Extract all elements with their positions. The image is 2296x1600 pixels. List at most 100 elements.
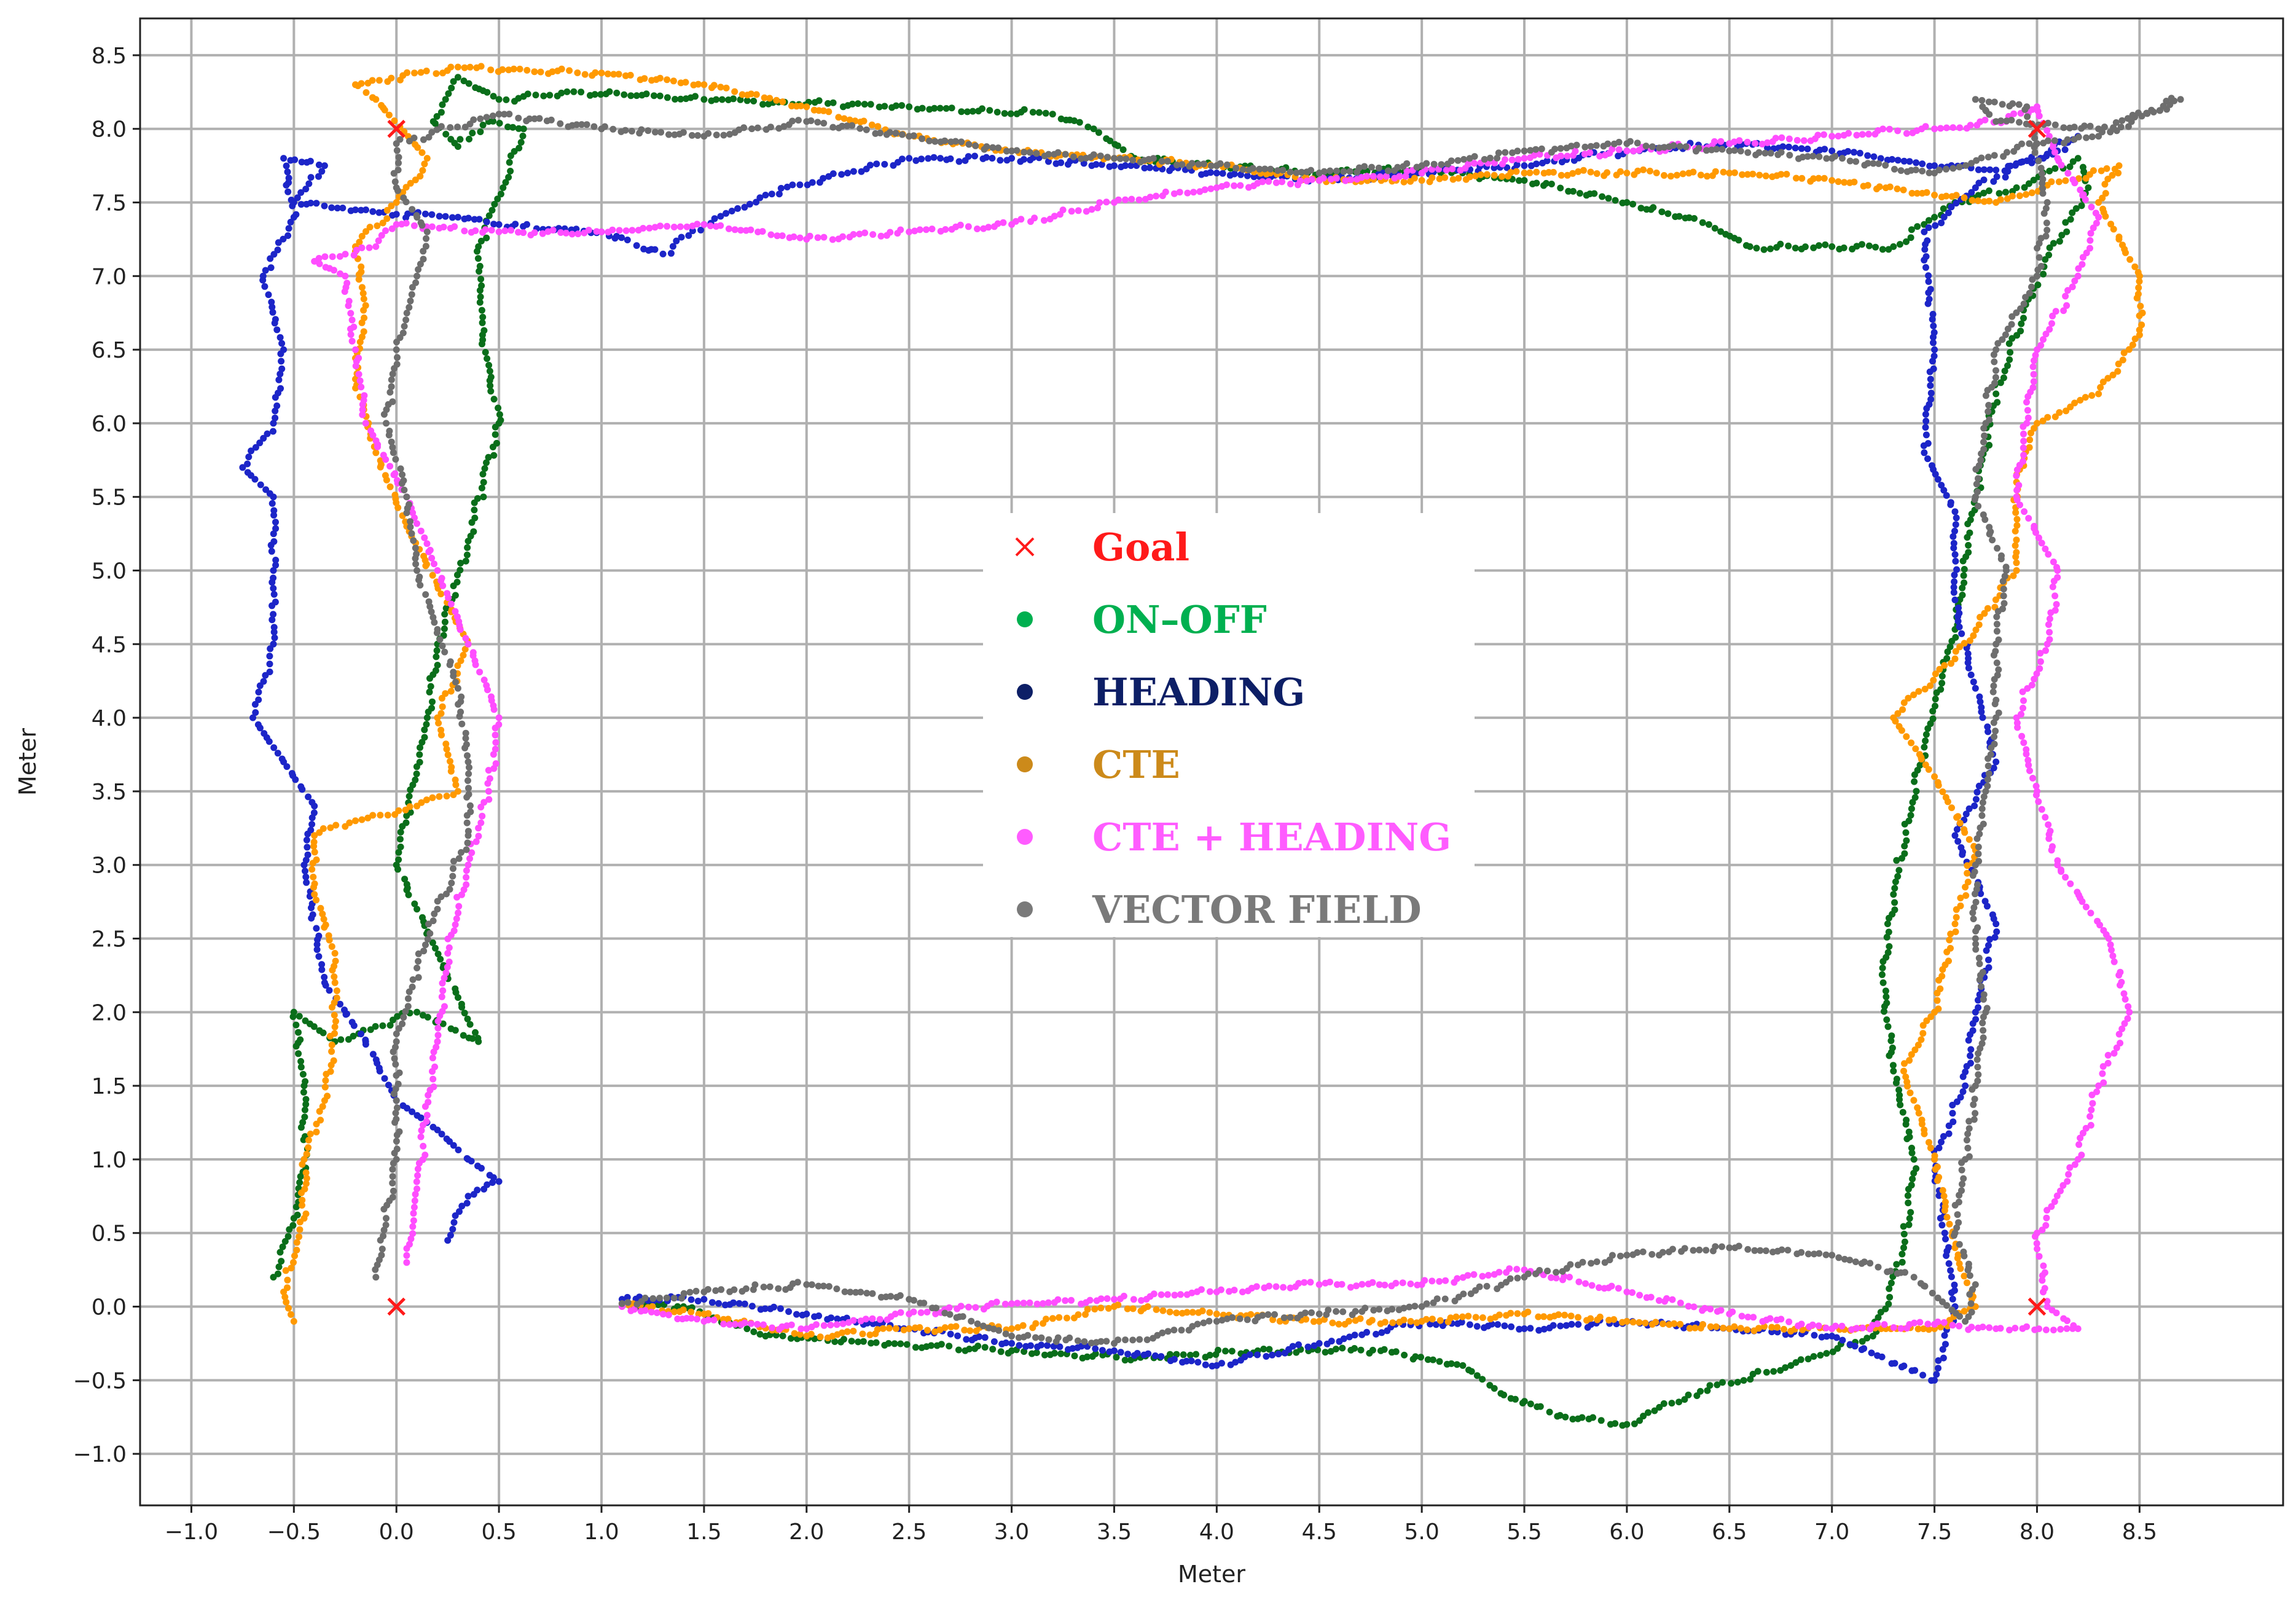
series-point — [386, 1022, 394, 1029]
series-point — [388, 74, 395, 82]
series-point — [536, 115, 543, 122]
series-point — [1194, 1288, 1201, 1295]
series-point — [302, 1096, 310, 1103]
series-point — [1550, 168, 1557, 176]
series-point — [1465, 1367, 1472, 1374]
series-point — [1459, 1362, 1467, 1369]
series-point — [1682, 143, 1690, 151]
series-point — [327, 824, 334, 831]
series-point — [1908, 805, 1915, 812]
series-point — [1041, 1351, 1048, 1359]
series-point — [1604, 140, 1612, 147]
series-point — [1731, 138, 1738, 146]
series-point — [1959, 1073, 1967, 1080]
series-point — [1396, 173, 1403, 180]
series-point — [633, 242, 640, 249]
series-point — [1685, 214, 1693, 221]
series-point — [1979, 103, 1986, 111]
series-point — [284, 168, 291, 176]
series-point — [480, 676, 488, 684]
series-point — [2088, 392, 2096, 399]
series-point — [965, 141, 973, 148]
series-point — [845, 1319, 852, 1326]
series-point — [1948, 638, 1956, 645]
series-point — [1205, 1317, 1213, 1325]
series-point — [423, 68, 430, 74]
series-point — [1658, 208, 1666, 216]
series-point — [434, 662, 441, 669]
series-point — [1503, 1312, 1510, 1319]
series-point — [891, 1340, 898, 1347]
series-point — [941, 1324, 949, 1331]
y-tick-label: 2.0 — [92, 1000, 127, 1025]
series-point — [1921, 743, 1928, 751]
series-point — [378, 1252, 385, 1259]
series-point — [1890, 1324, 1897, 1331]
series-point — [385, 111, 393, 119]
series-point — [1785, 135, 1793, 143]
series-point — [1937, 1215, 1944, 1222]
series-point — [2069, 209, 2076, 216]
series-point — [1769, 1249, 1776, 1256]
series-point — [918, 155, 925, 163]
series-point — [302, 868, 308, 875]
series-point — [1964, 869, 1971, 877]
series-point — [1761, 1323, 1768, 1330]
series-point — [1835, 133, 1842, 139]
series-point — [1967, 1052, 1974, 1059]
series-point — [495, 1178, 503, 1185]
series-point — [422, 243, 429, 250]
series-point — [2039, 1277, 2046, 1284]
series-point — [1821, 146, 1828, 153]
series-point — [1972, 927, 1980, 935]
series-point — [2044, 414, 2051, 421]
series-point — [303, 1175, 310, 1182]
series-point — [331, 1023, 339, 1030]
series-point — [342, 272, 349, 280]
series-point — [747, 226, 754, 233]
series-point — [2026, 436, 2034, 444]
series-point — [410, 537, 417, 544]
series-point — [1844, 147, 1852, 155]
series-point — [1793, 1250, 1801, 1258]
series-point — [2006, 1327, 2013, 1334]
series-point — [789, 117, 796, 125]
series-point — [1901, 842, 1908, 850]
series-point — [1502, 149, 1509, 156]
series-point — [1267, 165, 1274, 173]
x-axis-label: Meter — [1178, 1561, 1245, 1588]
series-point — [2024, 685, 2031, 692]
series-point — [1956, 623, 1963, 630]
series-point — [760, 1284, 767, 1291]
series-point — [1908, 226, 1915, 233]
series-point — [1980, 425, 1988, 432]
series-point — [1980, 1027, 1987, 1034]
series-point — [1615, 1285, 1622, 1292]
series-point — [597, 91, 605, 98]
series-point — [1315, 1311, 1323, 1317]
series-point — [310, 809, 318, 817]
series-point — [423, 155, 431, 162]
series-point — [2115, 235, 2123, 243]
series-point — [928, 225, 936, 233]
series-point — [1997, 555, 2005, 563]
series-point — [1070, 1314, 1078, 1322]
series-point — [1045, 158, 1052, 165]
series-point — [451, 223, 458, 230]
series-point — [293, 1239, 300, 1246]
series-point — [1999, 101, 2006, 108]
series-point — [418, 799, 425, 806]
series-point — [1929, 707, 1937, 715]
series-point — [462, 735, 469, 742]
series-point — [789, 181, 796, 189]
series-point — [954, 1332, 962, 1339]
series-point — [1967, 1300, 1975, 1308]
series-point — [447, 758, 453, 765]
series-point — [434, 1024, 442, 1032]
series-point — [1973, 788, 1981, 796]
series-point — [478, 307, 485, 314]
series-point — [490, 221, 498, 228]
series-point — [898, 102, 906, 109]
series-point — [833, 1285, 840, 1293]
series-point — [1927, 390, 1935, 397]
